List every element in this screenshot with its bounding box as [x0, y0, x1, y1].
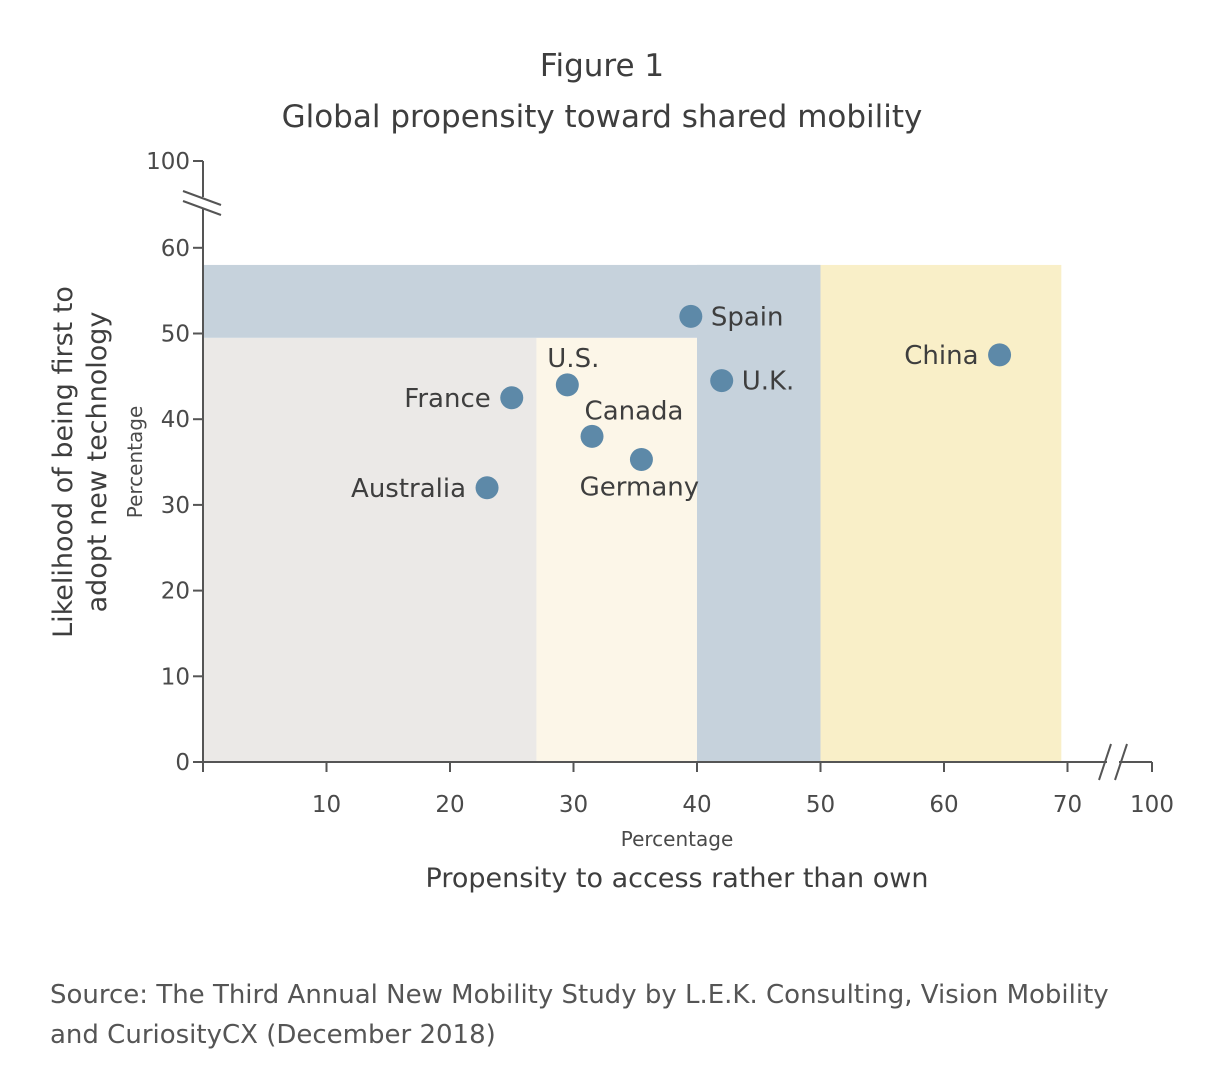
- source-line-2: and CuriosityCX (December 2018): [50, 1020, 496, 1050]
- data-point-group: France: [404, 384, 524, 414]
- data-point-label: U.S.: [547, 344, 599, 374]
- data-point-group: U.S.: [547, 344, 599, 397]
- data-point-group: Australia: [351, 474, 499, 504]
- zone-cream: [536, 337, 697, 762]
- x-tick-label: 100: [1130, 792, 1174, 818]
- axis-ticks: 10 20 30 40 50 60 70 100 0 10 20 30 40 50 60 100: [146, 149, 1174, 818]
- zone-yellow: [820, 264, 1062, 762]
- y-tick-label: 20: [161, 579, 190, 605]
- figure-label: Figure 1: [540, 48, 664, 84]
- data-point-group: Germany: [580, 447, 700, 502]
- y-tick-label: 30: [161, 493, 190, 519]
- y-tick-label: 50: [161, 322, 190, 348]
- y-tick-label: 100: [146, 149, 190, 175]
- zone-blue-column: [697, 264, 821, 762]
- x-axis-break-gap: [1107, 758, 1119, 766]
- x-tick-label: 70: [1053, 792, 1082, 818]
- zone-grey: [203, 337, 537, 762]
- data-point-marker: [475, 476, 499, 500]
- data-point-label: U.K.: [742, 367, 795, 397]
- data-points: Spain China U.K. U.S. France Canada Germany Aus…: [351, 302, 1012, 504]
- y-tick-label: 60: [161, 236, 190, 262]
- data-point-marker: [988, 343, 1012, 367]
- data-point-marker: [710, 369, 734, 393]
- y-axis-break-mark: [182, 190, 222, 206]
- data-point-label: Germany: [580, 472, 700, 502]
- x-axis-unit: Percentage: [621, 827, 734, 851]
- y-axis-title-line1: Likelihood of being first to: [48, 286, 79, 638]
- y-axis-break-gap: [199, 197, 207, 209]
- data-point-label: Canada: [585, 396, 684, 426]
- data-point-group: China: [904, 341, 1012, 371]
- data-point-marker: [679, 304, 703, 328]
- x-axis-title: Propensity to access rather than own: [426, 863, 929, 894]
- x-tick-label: 50: [806, 792, 835, 818]
- x-axis-break-mark: [1098, 743, 1112, 781]
- y-axis-break-mark: [182, 200, 222, 216]
- data-point-marker: [580, 424, 604, 448]
- y-tick-label: 40: [161, 407, 190, 433]
- x-tick-label: 40: [682, 792, 711, 818]
- axes: [182, 161, 1152, 781]
- source-line-1: Source: The Third Annual New Mobility St…: [50, 980, 1109, 1010]
- data-point-label: China: [904, 341, 978, 371]
- x-tick-label: 60: [929, 792, 958, 818]
- y-tick-label: 10: [161, 664, 190, 690]
- y-axis-unit: Percentage: [123, 406, 147, 519]
- chart-title: Global propensity toward shared mobility: [282, 99, 923, 135]
- x-tick-label: 30: [559, 792, 588, 818]
- y-axis-title-line2: adopt new technology: [82, 312, 113, 613]
- y-tick-label: 0: [175, 750, 190, 776]
- data-point-label: France: [404, 384, 490, 414]
- data-point-label: Spain: [711, 302, 784, 332]
- x-tick-label: 20: [435, 792, 464, 818]
- quadrant-zones: [203, 264, 1062, 762]
- x-tick-label: 10: [312, 792, 341, 818]
- data-point-group: U.K.: [710, 367, 794, 397]
- data-point-marker: [500, 386, 524, 410]
- x-axis-break-mark: [1114, 743, 1128, 781]
- data-point-marker: [629, 447, 653, 471]
- data-point-group: Canada: [580, 396, 684, 448]
- data-point-marker: [555, 373, 579, 397]
- data-point-group: Spain: [679, 302, 783, 332]
- data-point-label: Australia: [351, 474, 466, 504]
